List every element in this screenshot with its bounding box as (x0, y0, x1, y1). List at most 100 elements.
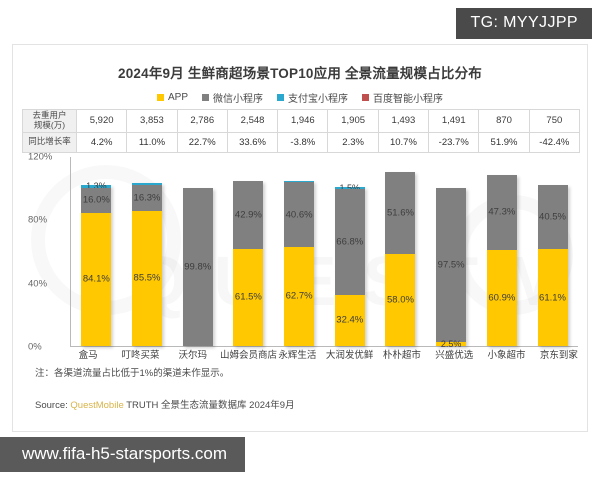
bar-column[interactable]: 47.3% 60.9% (478, 157, 527, 346)
x-axis-label: 大润发优鲜 (325, 350, 374, 361)
legend-item[interactable]: 支付宝小程序 (277, 90, 348, 105)
bar-segment: 2.5% (436, 339, 467, 349)
table-row-header: 去重用户 规模(万) (22, 109, 77, 133)
table-cell-growth: 22.7% (176, 131, 228, 153)
legend-swatch-icon (362, 94, 369, 101)
stacked-bar[interactable]: 16.3% 85.5% (132, 182, 163, 346)
table-cell-growth: 2.3% (327, 131, 379, 153)
bar-segment-label: 51.6% (386, 207, 414, 219)
site-watermark: www.fifa-h5-starsports.com (0, 437, 245, 472)
bar-segment: 60.9% (486, 249, 517, 346)
bar-column[interactable]: 51.6% 58.0% (376, 157, 425, 346)
y-axis-line (70, 157, 71, 347)
bar-segment: 40.5% (537, 185, 568, 250)
bar-column[interactable]: 1.5% 66.8% 32.4% (325, 157, 374, 346)
bar-segment: 97.5% (436, 187, 467, 343)
x-axis-label: 兴盛优选 (435, 350, 474, 361)
table-cell-growth: -3.8% (277, 131, 329, 153)
chart-card: QUESTMOBILE 2024年9月 生鲜商超场景TOP10应用 全景流量规模… (12, 44, 588, 432)
bar-segment-label: 40.5% (539, 211, 566, 223)
table-cell-growth: 11.0% (126, 131, 178, 153)
bar-segment-label: 16.0% (82, 194, 110, 206)
bar-segment: 32.4% (334, 294, 365, 346)
row-header-line1: 去重用户 (32, 110, 67, 120)
legend-item[interactable]: 百度智能小程序 (362, 90, 443, 105)
stacked-bar[interactable]: 99.8% (182, 187, 213, 346)
bar-segment: 1.5% (334, 183, 365, 193)
table-cell-growth: 33.6% (226, 131, 279, 153)
source-brand: QuestMobile (70, 400, 124, 411)
bar-column[interactable]: 16.3% 85.5% (123, 157, 172, 346)
bar-column[interactable]: 42.9% 61.5% (224, 157, 273, 346)
y-axis-tick-label: 40% (28, 278, 48, 290)
bar-segment-label: 97.5% (437, 259, 465, 271)
stacked-bar[interactable]: 40.6% 62.7% (284, 180, 315, 346)
stacked-bar[interactable]: 1.5% 66.8% 32.4% (334, 183, 365, 346)
y-axis-tick-label: 80% (28, 214, 48, 226)
table-cell-growth: 4.2% (75, 131, 128, 153)
x-axis-label: 叮咚买菜 (121, 350, 160, 361)
legend-item[interactable]: 微信小程序 (202, 90, 263, 105)
bar-segment: 40.6% (284, 182, 315, 247)
bar-segment: 66.8% (334, 188, 365, 295)
bar-segment: 16.3% (132, 184, 163, 211)
y-axis-tick-label: 0% (28, 341, 42, 353)
bar-segment-label: 58.0% (386, 294, 414, 306)
bar-segment-label: 40.6% (285, 209, 313, 221)
chart-legend: APP 微信小程序 支付宝小程序 百度智能小程序 (13, 90, 587, 105)
table-cell-users: 2,786 (176, 109, 228, 133)
stacked-bar[interactable]: 97.5% 2.5% (436, 187, 467, 349)
page-title: 2024年9月 生鲜商超场景TOP10应用 全景流量规模占比分布 (118, 66, 482, 81)
bar-segment-label: 99.8% (184, 261, 212, 273)
plot-area: 1.3% 16.0% 84.1% 16.3% 85.5% 99.8% 42.9% 61.5% 4… (22, 152, 580, 353)
bar-group: 1.3% 16.0% 84.1% 16.3% 85.5% 99.8% 42.9% 61.5% 4… (71, 157, 578, 349)
legend-label: 支付宝小程序 (288, 94, 348, 105)
table-cell-users: 2,548 (226, 109, 279, 133)
stacked-bar[interactable]: 40.5% 61.1% (537, 185, 568, 346)
legend-swatch-icon (156, 94, 164, 101)
bar-column[interactable]: 40.6% 62.7% (275, 157, 324, 346)
bar-segment: 99.8% (182, 187, 213, 346)
table-cell-users: 1,905 (327, 109, 379, 133)
legend-swatch-icon (277, 94, 284, 101)
table-cell-users: 1,946 (277, 109, 329, 133)
table-row-header: 同比增长率 (22, 131, 77, 153)
bar-segment-label: 1.3% (86, 181, 107, 192)
bar-segment: 1.3% (81, 181, 112, 191)
x-axis-line (70, 346, 578, 347)
table-cell-users: 1,493 (377, 109, 430, 133)
stacked-bar[interactable]: 1.3% 16.0% 84.1% (81, 181, 112, 346)
bar-segment-label: 16.3% (133, 192, 161, 204)
legend-swatch-icon (202, 94, 209, 101)
legend-item[interactable]: APP (156, 92, 188, 103)
table-row: 去重用户 规模(万) 5,920 3,853 2,786 2,548 1,946 1,905 1… (22, 109, 581, 133)
bar-segment: 62.7% (284, 246, 315, 346)
stacked-bar[interactable]: 51.6% 58.0% (385, 172, 416, 346)
tg-badge: TG: MYYJJPP (456, 8, 592, 39)
bar-segment-label: 61.5% (234, 291, 262, 303)
legend-label: 微信小程序 (213, 94, 263, 105)
bar-segment-label: 60.9% (488, 292, 516, 304)
stacked-bar[interactable]: 47.3% 60.9% (486, 174, 517, 346)
table-cell-users: 3,853 (126, 109, 178, 133)
bar-column[interactable]: 97.5% 2.5% (427, 157, 476, 349)
table-cell-users: 750 (528, 109, 581, 133)
bar-column[interactable]: 99.8% (173, 157, 222, 346)
bar-column[interactable]: 1.3% 16.0% 84.1% (72, 157, 121, 346)
bar-segment: 61.1% (537, 249, 568, 346)
legend-label: 百度智能小程序 (373, 94, 443, 105)
bar-segment-label: 1.5% (339, 182, 361, 193)
bar-segment-label: 85.5% (133, 272, 161, 284)
bar-column[interactable]: 40.5% 61.1% (528, 157, 577, 346)
table-cell-growth: 10.7% (377, 131, 430, 153)
bar-segment (132, 182, 163, 185)
x-axis-label: 盒马 (78, 350, 98, 361)
bar-segment: 85.5% (132, 210, 163, 346)
stacked-bar[interactable]: 42.9% 61.5% (233, 180, 264, 346)
bar-segment-label: 47.3% (488, 206, 516, 218)
bar-segment: 61.5% (233, 248, 264, 346)
bar-segment: 84.1% (81, 212, 112, 346)
chart-note: 注：各渠道流量占比低于1%的渠道未作显示。 (35, 368, 230, 379)
bar-segment-label: 61.1% (539, 292, 566, 304)
